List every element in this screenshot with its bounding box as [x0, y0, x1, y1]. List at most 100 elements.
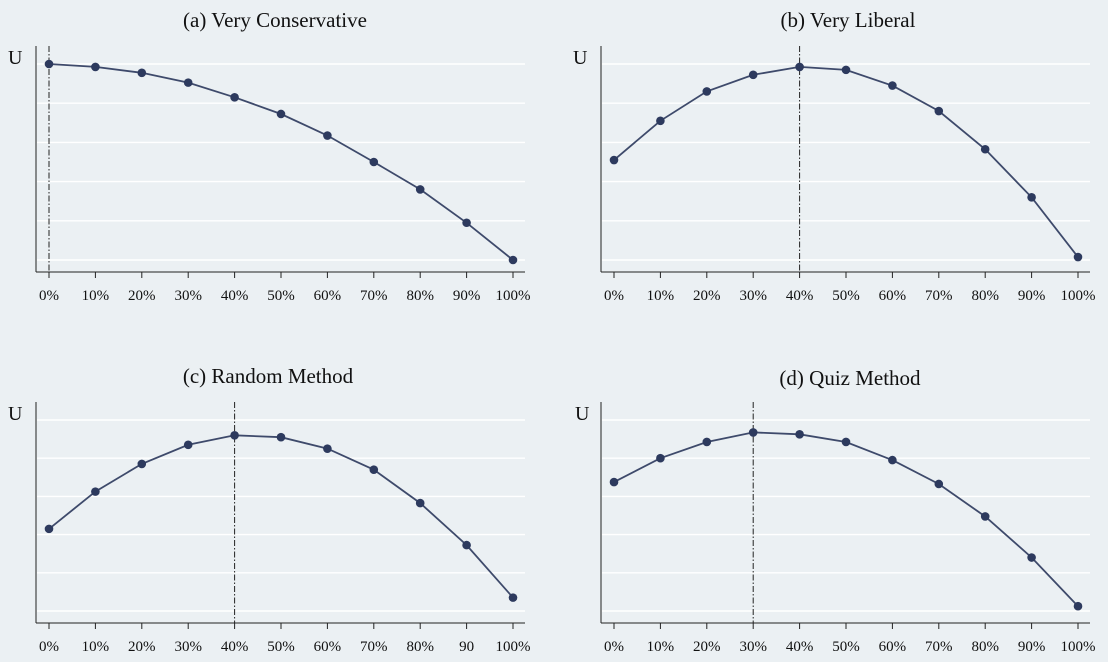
x-tick-label: 20%: [693, 639, 721, 655]
data-point: [323, 444, 332, 453]
data-point: [323, 131, 332, 140]
data-point: [44, 524, 54, 534]
data-point: [183, 78, 193, 87]
data-point: [980, 512, 990, 521]
x-tick-label: 0%: [39, 288, 59, 304]
data-point: [609, 155, 619, 165]
data-point: [1073, 252, 1083, 262]
data-point: [137, 459, 147, 469]
x-tick-label: 100%: [1061, 639, 1096, 655]
x-tick-label: 100%: [496, 639, 531, 655]
x-tick-label: 20%: [128, 288, 156, 304]
data-point: [369, 465, 379, 474]
x-tick-label: 10%: [647, 288, 675, 304]
data-point: [934, 479, 944, 489]
data-point: [609, 477, 619, 487]
data-point: [841, 437, 851, 447]
x-tick-label: 50%: [267, 639, 295, 655]
x-tick-label: 100%: [496, 288, 531, 304]
x-tick-label: 50%: [832, 639, 860, 655]
data-point: [415, 498, 425, 508]
chart-panel-a: 0% 10% 20% 30% 40% 50% 60% 70% 80% 90% 100% (a) Ver…: [8, 8, 531, 304]
data-point: [462, 218, 471, 228]
series-line: [48, 63, 514, 261]
x-tick-label: 20%: [693, 288, 721, 304]
x-tick-label: 30%: [739, 639, 767, 655]
chart-panel-b: 0% 10% 20% 30% 40% 50% 60% 70% 80% 90% 100% (b) Ver…: [573, 8, 1096, 304]
x-tick-label: 90%: [1018, 639, 1046, 655]
x-tick-label: 80%: [406, 639, 434, 655]
x-tick-label: 100%: [1061, 288, 1096, 304]
data-point: [1027, 192, 1036, 202]
chart-panel-d: 0% 10% 20% 30% 40% 50% 60% 70% 80% 90% 100% (d) Qui…: [575, 366, 1096, 655]
data-point: [44, 59, 54, 69]
x-tick-label: 70%: [360, 288, 388, 304]
x-tick-label: 30%: [174, 288, 202, 304]
x-tick-label: 0%: [39, 639, 59, 655]
x-tick-label: 70%: [360, 639, 388, 655]
data-point: [1073, 601, 1083, 611]
data-point: [980, 144, 990, 154]
y-axis-label: U: [8, 47, 23, 69]
x-tick-label: 60%: [879, 288, 907, 304]
data-point: [656, 116, 665, 126]
x-tick-label: 80%: [971, 639, 999, 655]
x-tick-label: 90%: [453, 288, 481, 304]
x-tick-label: 10%: [647, 639, 675, 655]
x-tick-label: 40%: [786, 639, 814, 655]
data-point: [1027, 553, 1036, 562]
x-tick-label: 20%: [128, 639, 156, 655]
x-tick-label: 0%: [604, 288, 624, 304]
data-point: [276, 432, 286, 442]
x-tick-label: 60%: [314, 288, 342, 304]
x-tick-label: 80%: [971, 288, 999, 304]
x-tick-label: 90: [459, 639, 474, 655]
x-tick-label: 10%: [82, 639, 110, 655]
x-tick-label: 0%: [604, 639, 624, 655]
x-tick-label: 30%: [739, 288, 767, 304]
x-tick-label: 40%: [786, 288, 814, 304]
x-tick-label: 50%: [267, 288, 295, 304]
y-axis-label: U: [575, 403, 590, 425]
data-point: [508, 593, 518, 602]
x-tick-label: 40%: [221, 288, 249, 304]
series-line: [613, 65, 1079, 258]
data-point: [934, 106, 944, 116]
y-axis-label: U: [8, 403, 23, 425]
data-point: [137, 68, 147, 78]
x-tick-label: 10%: [82, 288, 110, 304]
data-point: [230, 430, 239, 440]
x-tick-label: 60%: [879, 639, 907, 655]
data-point: [183, 440, 193, 450]
data-point: [748, 428, 758, 437]
x-tick-label: 90%: [1018, 288, 1046, 304]
data-point: [230, 93, 239, 102]
data-point: [702, 87, 712, 96]
panel-title: (a) Very Conservative: [183, 8, 367, 32]
x-tick-label: 80%: [406, 288, 434, 304]
data-point: [91, 487, 100, 496]
panel-title: (b) Very Liberal: [781, 8, 916, 32]
x-tick-label: 70%: [925, 288, 953, 304]
data-point: [415, 185, 425, 194]
data-point: [462, 540, 471, 550]
data-point: [369, 157, 379, 167]
data-point: [748, 70, 758, 80]
data-point: [795, 430, 804, 439]
data-point: [888, 455, 897, 465]
x-tick-label: 30%: [174, 639, 202, 655]
x-tick-label: 60%: [314, 639, 342, 655]
x-tick-label: 70%: [925, 639, 953, 655]
y-axis-label: U: [573, 47, 588, 69]
data-point: [656, 453, 665, 463]
panel-title: (d) Quiz Method: [779, 366, 921, 390]
data-point: [888, 81, 897, 90]
data-point: [795, 62, 804, 72]
x-tick-label: 40%: [221, 639, 249, 655]
data-point: [702, 437, 712, 447]
data-point: [508, 255, 518, 265]
chart-panel-c: 0% 10% 20% 30% 40% 50% 60% 70% 80% 90 100% (c) Rand…: [8, 364, 531, 655]
panel-title: (c) Random Method: [183, 364, 354, 388]
